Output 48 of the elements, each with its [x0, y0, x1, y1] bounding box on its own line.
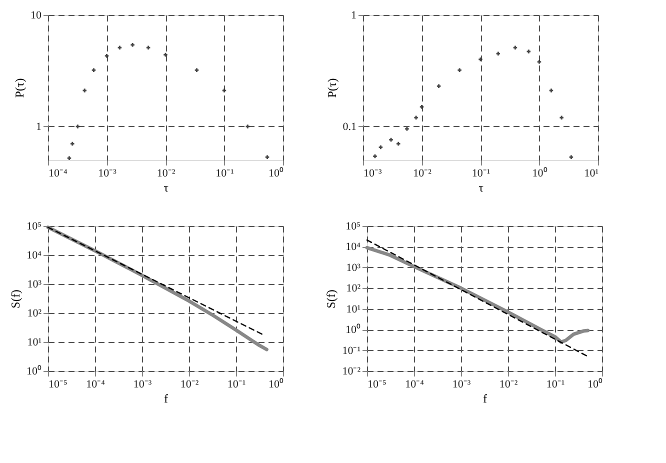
x-tick-label: 10⁻³ [364, 168, 382, 180]
y-tick-label: 10⁰ [346, 323, 360, 336]
x-tick-label: 10⁻⁵ [48, 378, 68, 390]
x-tick-label: 10⁻⁴ [48, 168, 68, 180]
x-tick-label: 10⁰ [268, 378, 284, 390]
y-tick-label: 10¹ [346, 303, 360, 316]
x-tick-label: 10⁻² [413, 168, 432, 180]
x-tick-label: 10⁻¹ [227, 378, 246, 390]
y-tick-label: 10⁴ [26, 250, 42, 262]
y-tick-label: 1 [351, 10, 356, 22]
y-tick-label: 10⁵ [26, 220, 42, 232]
x-tick-label: 10⁻¹ [546, 378, 565, 390]
x-tick-label: 10⁻⁴ [86, 378, 106, 390]
x-tick-label: 10⁻³ [133, 378, 152, 390]
y-axis-title: S(f) [8, 290, 22, 308]
y-tick-label: 10⁻¹ [342, 344, 360, 357]
x-tick-label: 10¹ [584, 168, 598, 180]
x-tick-label: 10⁻² [156, 168, 176, 180]
y-tick-label: 10³ [27, 278, 42, 290]
x-axis-title: f [483, 392, 487, 406]
x-tick-label: 10⁻¹ [472, 168, 490, 180]
y-tick-label: 10¹ [27, 336, 42, 348]
y-tick-label: 10⁵ [346, 220, 361, 232]
y-tick-label: 10² [346, 282, 362, 295]
x-axis-title: τ [164, 180, 169, 194]
y-tick-label: 10⁴ [346, 241, 361, 254]
y-axis-title: P(τ) [12, 78, 26, 98]
x-tick-label: 10⁻³ [452, 378, 472, 390]
x-tick-label: 10⁻¹ [216, 168, 234, 180]
y-tick-label: 1 [36, 120, 42, 133]
x-tick-label: 10⁻⁵ [368, 378, 386, 390]
x-tick-label: 10⁻⁴ [405, 378, 424, 390]
x-tick-label: 10⁻² [180, 378, 200, 390]
x-axis-title: f [164, 392, 168, 406]
y-tick-label: 10 [30, 10, 42, 22]
y-tick-label: 10⁻² [342, 366, 362, 378]
y-tick-label: 10³ [346, 262, 362, 274]
x-tick-label: 10⁰ [532, 166, 548, 180]
x-tick-label: 10⁻² [499, 378, 518, 390]
y-tick-label: 10⁰ [26, 364, 42, 378]
x-tick-label: 10⁰ [268, 166, 284, 180]
x-tick-label: 10⁰ [588, 378, 602, 390]
y-tick-label: 10² [27, 308, 42, 320]
x-tick-label: 10⁻³ [98, 168, 118, 180]
y-axis-title: S(f) [324, 290, 338, 308]
y-tick-label: 0.1 [342, 120, 356, 133]
x-axis-title: τ [478, 180, 484, 194]
y-axis-title: P(τ) [324, 78, 339, 98]
